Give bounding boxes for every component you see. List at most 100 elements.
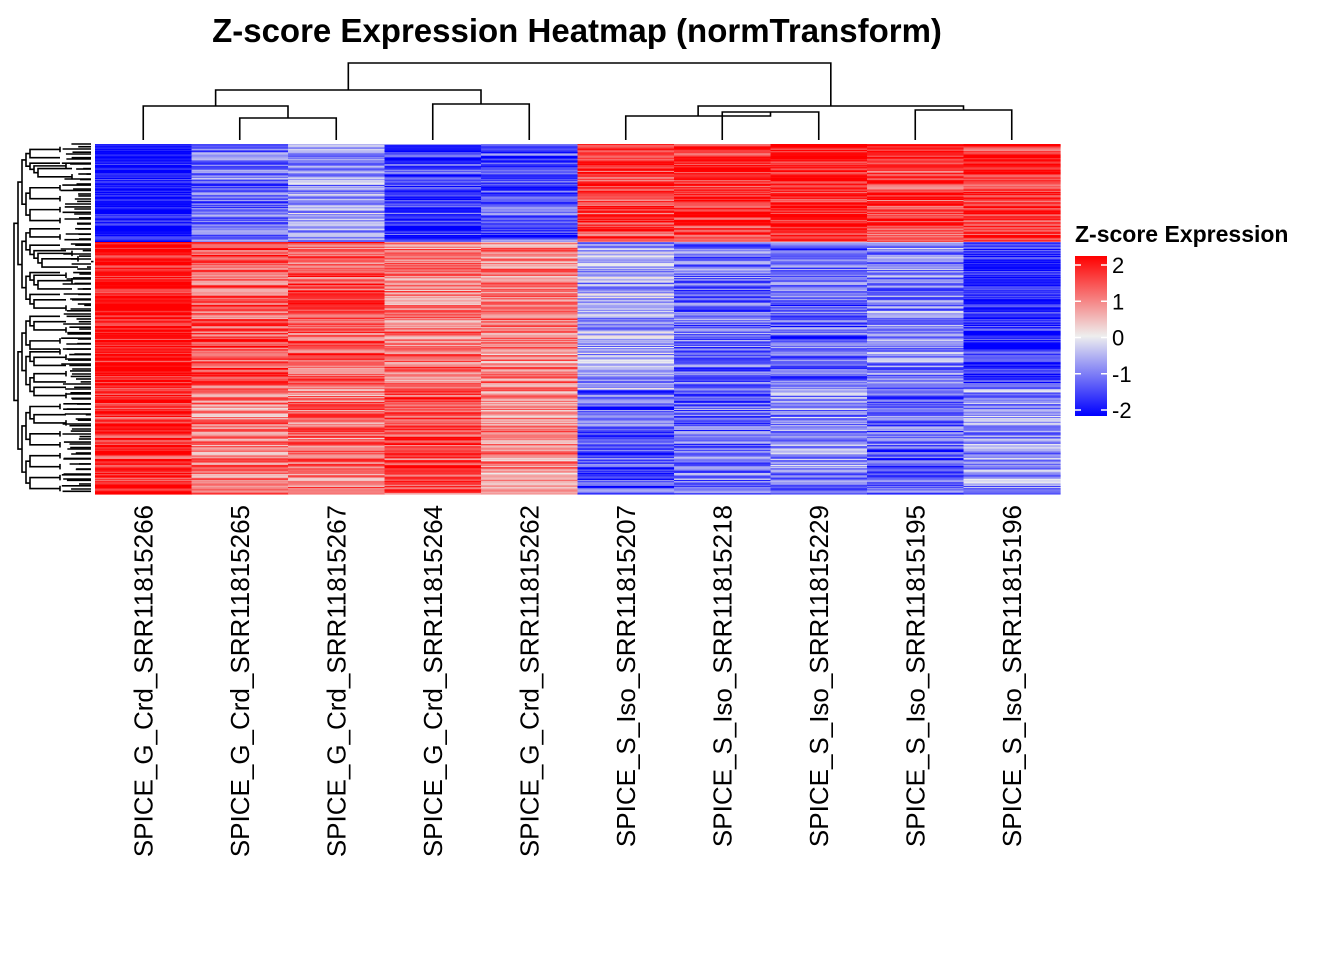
heatmap-cell: [577, 372, 675, 375]
heatmap-cell: [770, 244, 868, 247]
heatmap-cell: [577, 146, 675, 149]
heatmap-cell: [95, 345, 193, 348]
heatmap-cell: [770, 154, 868, 157]
heatmap-cell: [963, 319, 1061, 321]
heatmap-cell: [963, 462, 1061, 465]
heatmap-cell: [577, 322, 675, 325]
heatmap-cell: [770, 167, 868, 170]
heatmap-cell: [577, 193, 675, 195]
heatmap-cell: [674, 259, 772, 262]
heatmap-cell: [95, 261, 193, 264]
heatmap-cell: [384, 393, 482, 396]
heatmap-cell: [481, 257, 579, 259]
heatmap-cell: [288, 275, 386, 278]
heatmap-cell: [674, 378, 772, 381]
heatmap-cell: [288, 406, 386, 409]
heatmap-cell: [867, 214, 965, 216]
heatmap-cell: [191, 445, 289, 447]
heatmap-cell: [288, 484, 386, 487]
heatmap-cell: [191, 259, 289, 262]
heatmap-cell: [867, 375, 965, 377]
heatmap-cell: [384, 281, 482, 284]
heatmap-cell: [674, 284, 772, 286]
heatmap-cell: [674, 261, 772, 264]
heatmap-cell: [481, 291, 579, 293]
heatmap-cell: [674, 421, 772, 424]
heatmap-cell: [770, 218, 868, 221]
heatmap-cell: [191, 393, 289, 396]
heatmap-cell: [867, 208, 965, 210]
heatmap-cell: [963, 309, 1061, 312]
heatmap-cell: [577, 261, 675, 264]
heatmap-cell: [674, 362, 772, 364]
heatmap-cell: [384, 385, 482, 388]
dendrogram-branch: [914, 109, 1013, 140]
heatmap-cell: [867, 196, 965, 199]
heatmap-cell: [770, 156, 868, 159]
heatmap-cell: [867, 215, 965, 217]
heatmap-cell: [288, 162, 386, 165]
heatmap-cell: [963, 337, 1061, 340]
heatmap-cell: [963, 396, 1061, 398]
heatmap-cell: [674, 405, 772, 408]
heatmap-cell: [481, 468, 579, 471]
heatmap-cell: [191, 231, 289, 234]
heatmap-cell: [577, 471, 675, 474]
heatmap-cell: [963, 307, 1061, 310]
heatmap-cell: [481, 364, 579, 367]
heatmap-cell: [288, 163, 386, 166]
heatmap-cell: [674, 218, 772, 221]
heatmap-cell: [867, 343, 965, 346]
heatmap-cell: [577, 419, 675, 422]
heatmap-cell: [963, 335, 1061, 338]
heatmap-cell: [191, 331, 289, 334]
heatmap-cell: [770, 230, 868, 233]
heatmap-cell: [770, 412, 868, 415]
heatmap-cell: [384, 450, 482, 453]
heatmap-cell: [481, 245, 579, 248]
heatmap-cell: [963, 194, 1061, 196]
heatmap-cell: [577, 338, 675, 341]
heatmap-cell: [770, 144, 868, 146]
heatmap-cell: [577, 413, 675, 416]
heatmap-cell: [481, 195, 579, 198]
heatmap-cell: [95, 163, 193, 166]
heatmap-cell: [191, 450, 289, 453]
heatmap-cell: [481, 322, 579, 325]
heatmap-cell: [95, 183, 193, 186]
heatmap-cell: [963, 414, 1061, 417]
heatmap-cell: [674, 190, 772, 193]
heatmap-cell: [191, 161, 289, 164]
heatmap-cell: [963, 246, 1061, 249]
heatmap-cell: [577, 344, 675, 347]
heatmap-cell: [867, 350, 965, 353]
heatmap-cell: [384, 196, 482, 199]
heatmap-cell: [288, 373, 386, 376]
heatmap-cell: [288, 203, 386, 206]
heatmap-cell: [384, 397, 482, 399]
heatmap-cell: [288, 184, 386, 187]
heatmap-cell: [674, 162, 772, 165]
heatmap-cell: [674, 489, 772, 492]
heatmap-cell: [95, 485, 193, 488]
heatmap-cell: [867, 245, 965, 248]
heatmap-cell: [191, 422, 289, 425]
heatmap-cell: [674, 268, 772, 271]
heatmap-cell: [770, 385, 868, 388]
heatmap-cell: [384, 362, 482, 364]
heatmap-cell: [867, 261, 965, 264]
heatmap-cell: [674, 250, 772, 252]
heatmap-cell: [481, 389, 579, 391]
heatmap-cell: [191, 359, 289, 362]
heatmap-cell: [384, 201, 482, 203]
heatmap-cell: [867, 438, 965, 440]
dendrogram-branch: [33, 299, 66, 309]
heatmap-cell: [867, 277, 965, 279]
heatmap-cell: [191, 289, 289, 292]
heatmap-cell: [384, 237, 482, 240]
heatmap-cell: [867, 359, 965, 362]
heatmap-cell: [288, 334, 386, 336]
heatmap-cell: [95, 378, 193, 381]
heatmap-cell: [481, 151, 579, 153]
heatmap-cell: [384, 407, 482, 410]
